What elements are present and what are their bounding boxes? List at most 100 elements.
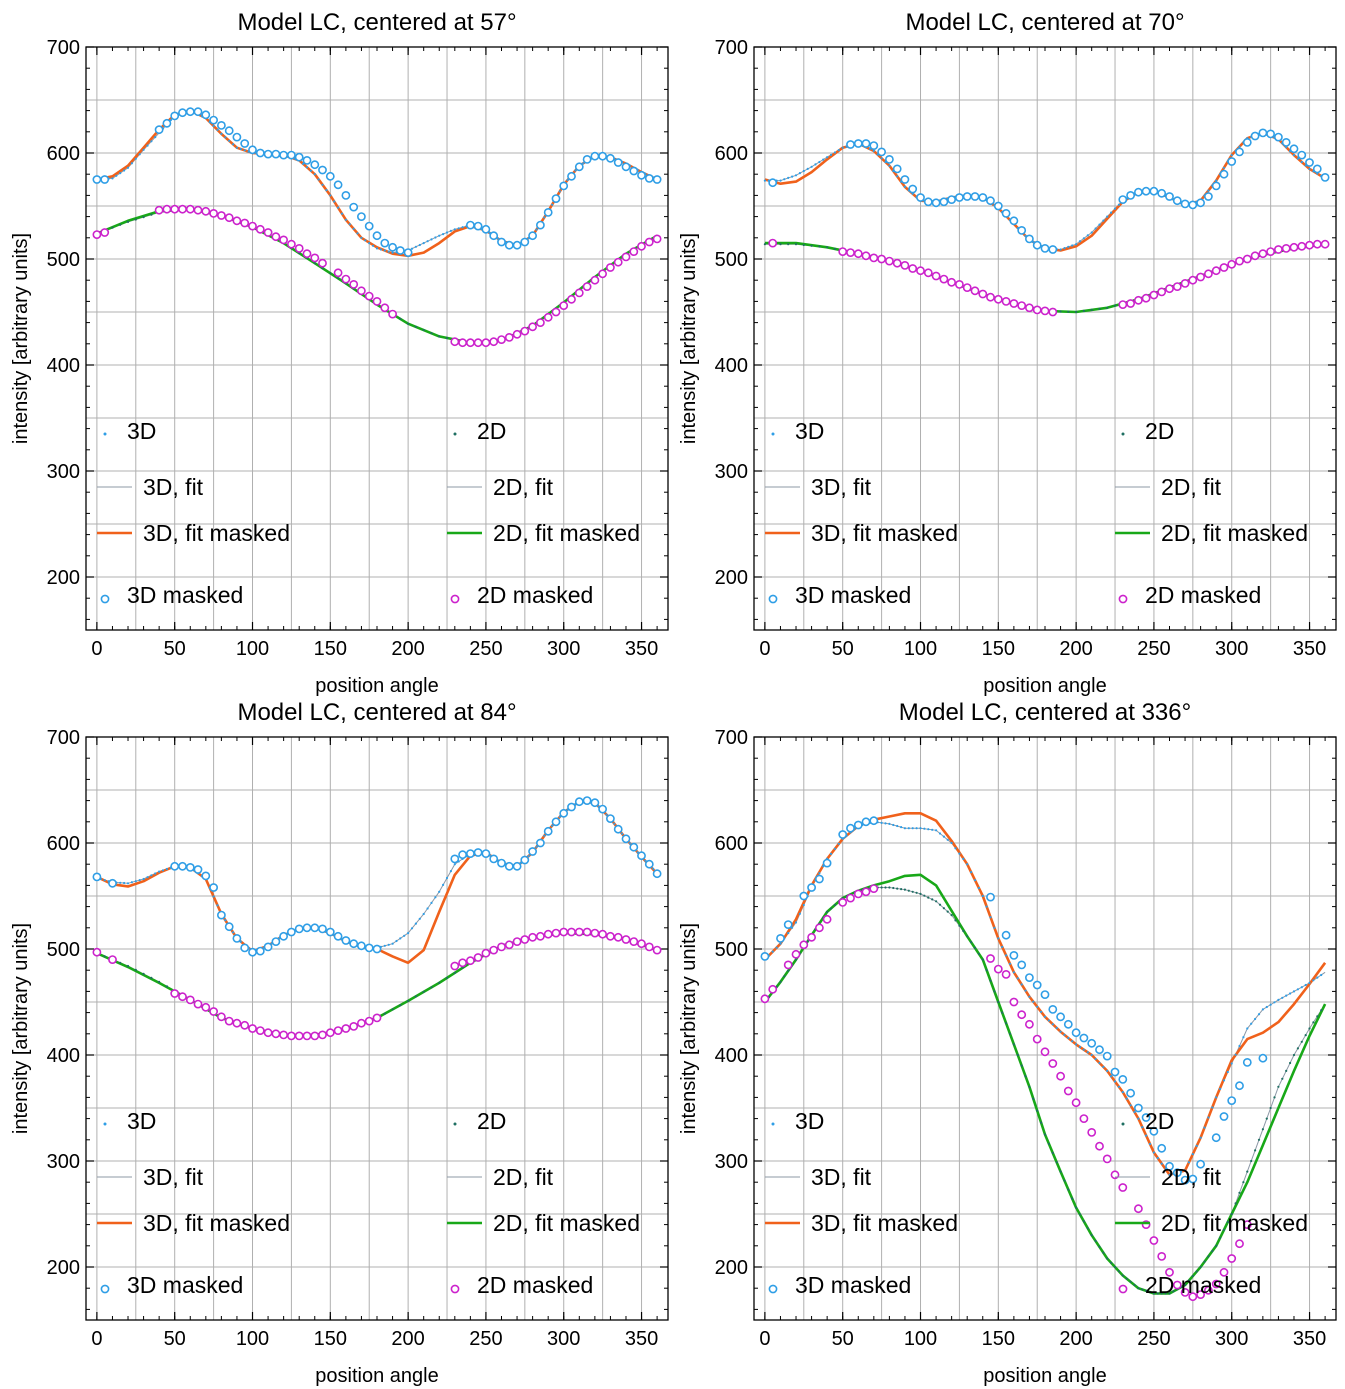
point-3d xyxy=(1047,1019,1050,1022)
point-3d xyxy=(888,164,891,167)
plot-frame xyxy=(85,736,669,1321)
point-2d-masked xyxy=(652,234,662,244)
point-3d xyxy=(111,177,114,180)
point-3d xyxy=(574,169,577,172)
point-3d xyxy=(798,912,802,915)
point-2d-masked xyxy=(885,256,894,266)
point-3d-masked xyxy=(1219,169,1229,179)
point-2d-masked xyxy=(325,1028,335,1038)
point-3d-masked xyxy=(310,160,320,170)
point-2d xyxy=(1040,1121,1043,1124)
point-3d-masked xyxy=(178,861,187,871)
point-2d-masked xyxy=(621,252,631,262)
point-2d-masked xyxy=(1297,241,1307,251)
point-3d-masked xyxy=(947,195,956,204)
point-3d-masked xyxy=(240,943,250,953)
point-2d-masked xyxy=(185,995,195,1005)
point-3d xyxy=(1113,207,1117,210)
point-2d xyxy=(907,889,910,892)
point-3d-masked xyxy=(590,798,600,808)
point-2d-masked xyxy=(224,1016,234,1026)
point-3d xyxy=(1207,1116,1210,1119)
point-3d-masked xyxy=(621,834,631,844)
point-2d-masked xyxy=(846,893,855,903)
x-tick-label: 0 xyxy=(759,638,770,660)
point-3d xyxy=(142,148,145,151)
legend-label: 2D masked xyxy=(477,1272,593,1298)
point-3d xyxy=(771,950,774,953)
point-3d xyxy=(1059,248,1062,251)
point-2d-masked xyxy=(458,338,467,348)
point-2d xyxy=(1289,1061,1292,1065)
point-2d-masked xyxy=(302,249,312,259)
point-2d-masked xyxy=(310,1031,320,1041)
point-3d-masked xyxy=(955,193,964,202)
point-3d xyxy=(810,165,813,168)
legend-marker xyxy=(450,1284,460,1294)
point-2d-masked xyxy=(1040,1047,1050,1057)
y-tick-label: 700 xyxy=(47,727,80,749)
point-2d-masked xyxy=(512,937,522,946)
point-2d-masked xyxy=(1157,287,1167,297)
point-3d-masked xyxy=(885,154,894,164)
point-2d xyxy=(977,952,981,955)
legend-label: 3D masked xyxy=(795,582,911,608)
x-tick-label: 250 xyxy=(469,638,502,660)
point-2d xyxy=(1063,1179,1066,1182)
point-2d xyxy=(970,941,973,944)
point-3d xyxy=(434,896,437,899)
legend-marker xyxy=(100,594,110,604)
point-3d xyxy=(907,827,910,830)
legend-label: 3D masked xyxy=(127,582,243,608)
point-2d-masked xyxy=(1219,263,1229,272)
point-2d xyxy=(119,223,122,226)
point-3d-masked xyxy=(403,248,413,257)
x-tick-label: 350 xyxy=(625,638,658,660)
point-2d xyxy=(329,272,332,275)
y-tick-label: 700 xyxy=(47,37,80,59)
point-3d xyxy=(309,169,312,172)
point-3d-masked xyxy=(325,927,335,937)
point-2d-masked xyxy=(567,294,576,304)
point-2d-masked xyxy=(520,326,530,336)
point-2d-masked xyxy=(1102,1154,1112,1164)
legend-label: 3D masked xyxy=(795,1272,911,1298)
point-3d xyxy=(880,157,883,160)
y-tick-label: 400 xyxy=(715,355,748,377)
point-2d xyxy=(1129,1280,1132,1283)
point-2d-masked xyxy=(1063,1086,1073,1096)
point-3d xyxy=(1032,1000,1035,1003)
point-2d xyxy=(946,910,949,913)
point-3d xyxy=(321,183,324,186)
point-2d-masked xyxy=(1009,997,1019,1007)
point-3d-masked xyxy=(574,162,584,172)
point-2d-masked xyxy=(908,264,918,273)
point-2d-masked xyxy=(193,999,203,1009)
point-3d xyxy=(1129,1104,1132,1107)
x-tick-label: 200 xyxy=(1059,638,1092,660)
x-tick-label: 150 xyxy=(314,1328,347,1350)
point-3d-masked xyxy=(567,802,576,812)
point-2d-masked xyxy=(318,258,327,268)
x-tick-label: 350 xyxy=(625,1328,658,1350)
point-2d-masked xyxy=(1242,1220,1252,1229)
point-3d-masked xyxy=(224,126,234,136)
point-2d xyxy=(1172,1290,1175,1293)
point-3d-masked xyxy=(908,184,918,194)
point-3d xyxy=(1285,994,1288,997)
point-2d xyxy=(142,972,145,976)
point-3d xyxy=(165,867,168,871)
point-3d xyxy=(938,832,942,835)
point-3d xyxy=(1078,1045,1082,1049)
point-2d-masked xyxy=(294,1031,304,1041)
point-3d xyxy=(783,178,786,181)
point-3d-masked xyxy=(1172,1168,1182,1178)
point-3d xyxy=(1106,1069,1109,1072)
point-2d xyxy=(1043,1133,1047,1136)
point-3d xyxy=(1292,154,1296,157)
legend-marker xyxy=(453,1122,457,1126)
point-2d xyxy=(1113,1265,1117,1269)
point-3d xyxy=(775,946,778,949)
point-3d xyxy=(224,919,227,922)
point-2d-masked xyxy=(1009,299,1019,308)
